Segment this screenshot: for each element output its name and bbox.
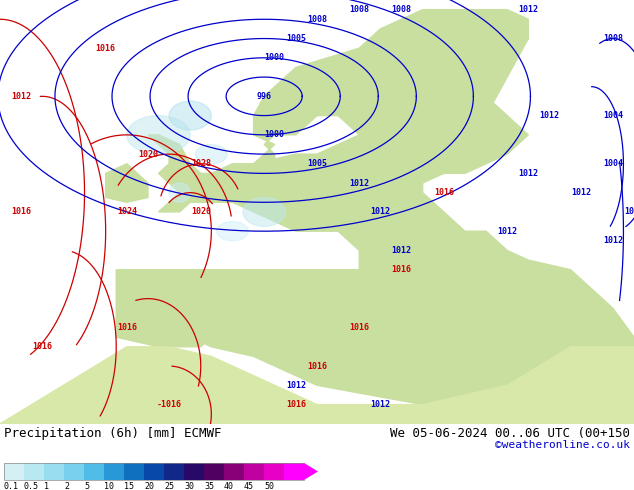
- Text: 1016: 1016: [434, 188, 454, 197]
- Text: ©weatheronline.co.uk: ©weatheronline.co.uk: [495, 440, 630, 450]
- Text: 1000: 1000: [265, 53, 285, 62]
- Text: 1016: 1016: [11, 207, 31, 217]
- Bar: [104, 463, 124, 480]
- Bar: [64, 463, 84, 480]
- Text: 2: 2: [64, 482, 69, 490]
- Polygon shape: [148, 135, 222, 212]
- Text: 15: 15: [124, 482, 134, 490]
- Text: 0.5: 0.5: [24, 482, 39, 490]
- Ellipse shape: [217, 221, 249, 241]
- Text: 1016: 1016: [117, 323, 137, 332]
- Text: 1012: 1012: [11, 92, 31, 101]
- Ellipse shape: [195, 145, 227, 164]
- Bar: [44, 463, 64, 480]
- Polygon shape: [106, 164, 148, 202]
- Bar: [124, 463, 144, 480]
- Text: 1012: 1012: [519, 169, 538, 178]
- Text: 0.1: 0.1: [4, 482, 19, 490]
- Bar: [184, 463, 204, 480]
- Text: 1008: 1008: [307, 15, 327, 24]
- Polygon shape: [169, 10, 634, 424]
- Polygon shape: [116, 270, 243, 347]
- Text: 1016: 1016: [32, 343, 52, 351]
- Text: 1020: 1020: [138, 149, 158, 159]
- Text: 1005: 1005: [307, 159, 327, 168]
- Text: 1000: 1000: [265, 130, 285, 139]
- Text: 30: 30: [184, 482, 194, 490]
- Text: 1012: 1012: [349, 178, 369, 188]
- Text: 1012: 1012: [497, 227, 517, 236]
- Text: 25: 25: [164, 482, 174, 490]
- Text: 1004: 1004: [603, 111, 623, 120]
- Bar: [244, 463, 264, 480]
- Bar: [24, 463, 44, 480]
- Text: 35: 35: [204, 482, 214, 490]
- Text: 1012: 1012: [392, 246, 411, 255]
- Text: 1012: 1012: [286, 381, 306, 390]
- Bar: [144, 463, 164, 480]
- Text: 1016: 1016: [96, 44, 115, 52]
- Text: 1: 1: [44, 482, 49, 490]
- Text: 1028: 1028: [191, 159, 210, 168]
- Polygon shape: [304, 463, 318, 480]
- Text: 996: 996: [257, 92, 271, 101]
- Text: 5: 5: [84, 482, 89, 490]
- Text: 1008: 1008: [603, 34, 623, 43]
- Bar: [4, 463, 304, 480]
- Bar: [224, 463, 244, 480]
- Text: 1004: 1004: [603, 159, 623, 168]
- Text: 1024: 1024: [117, 207, 137, 217]
- Text: 1016: 1016: [307, 362, 327, 370]
- Text: 1016: 1016: [286, 400, 306, 409]
- Text: 1005: 1005: [286, 34, 306, 43]
- Text: 1012: 1012: [540, 111, 559, 120]
- Text: 1012: 1012: [370, 400, 391, 409]
- Bar: [264, 463, 284, 480]
- Ellipse shape: [169, 101, 211, 130]
- Text: -1016: -1016: [157, 400, 181, 409]
- Text: We 05-06-2024 00..06 UTC (00+150: We 05-06-2024 00..06 UTC (00+150: [390, 427, 630, 440]
- Text: Precipitation (6h) [mm] ECMWF: Precipitation (6h) [mm] ECMWF: [4, 427, 221, 440]
- Text: 1012: 1012: [519, 5, 538, 14]
- Text: 1012: 1012: [603, 236, 623, 245]
- Polygon shape: [254, 10, 528, 164]
- Text: 40: 40: [224, 482, 234, 490]
- Text: 1008: 1008: [392, 5, 411, 14]
- Text: 10: 10: [104, 482, 114, 490]
- Bar: [84, 463, 104, 480]
- Ellipse shape: [169, 183, 190, 202]
- Text: 1008: 1008: [624, 207, 634, 217]
- Bar: [164, 463, 184, 480]
- Text: 50: 50: [264, 482, 274, 490]
- Ellipse shape: [127, 116, 190, 154]
- Bar: [4, 463, 24, 480]
- Text: 1008: 1008: [349, 5, 369, 14]
- Text: 1012: 1012: [370, 207, 391, 217]
- Text: 1020: 1020: [191, 207, 210, 217]
- Text: 1012: 1012: [571, 188, 591, 197]
- Text: 45: 45: [244, 482, 254, 490]
- Polygon shape: [0, 347, 634, 424]
- Bar: [284, 463, 304, 480]
- Ellipse shape: [243, 197, 285, 226]
- Bar: [204, 463, 224, 480]
- Text: 20: 20: [144, 482, 154, 490]
- Text: 1016: 1016: [349, 323, 369, 332]
- Text: 1016: 1016: [392, 265, 411, 274]
